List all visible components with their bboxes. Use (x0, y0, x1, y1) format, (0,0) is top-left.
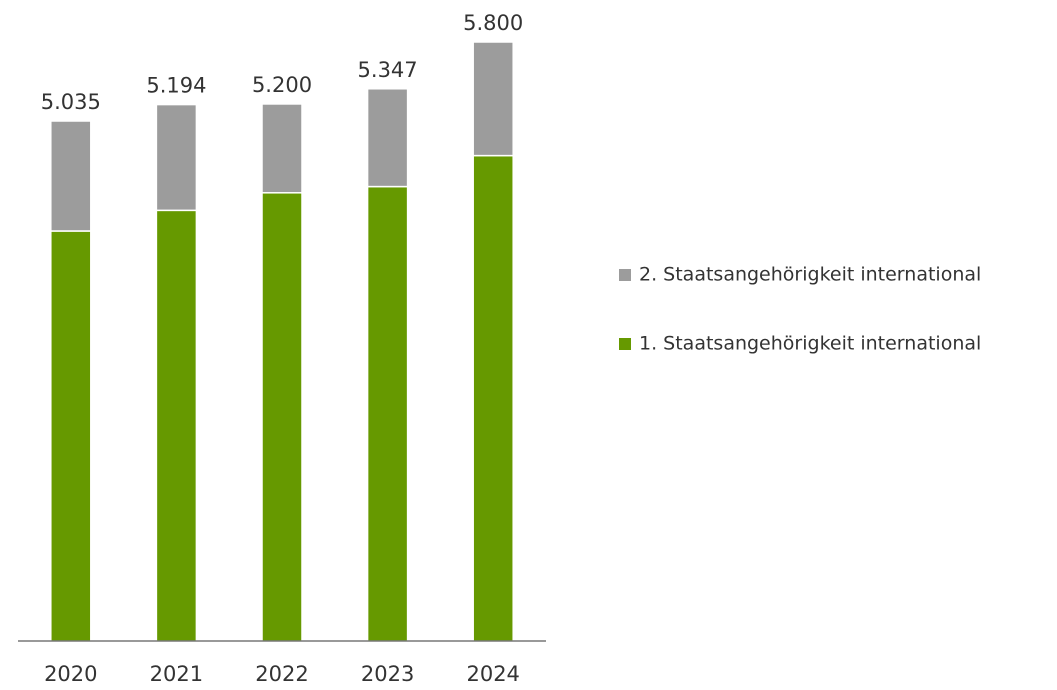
total-label: 5.800 (463, 11, 523, 35)
legend-swatch (619, 269, 631, 281)
legend-label: 2. Staatsangehörigkeit international (639, 264, 981, 286)
bar-segment (155, 209, 198, 642)
x-tick-label: 2021 (150, 662, 203, 686)
bar-segment (366, 185, 409, 642)
total-label: 5.347 (358, 58, 418, 82)
legend-swatch (619, 338, 631, 350)
bar-segment (261, 192, 303, 642)
bar-segment (261, 103, 303, 194)
total-label: 5.194 (146, 74, 206, 98)
x-tick-label: 2020 (44, 662, 97, 686)
x-tick-label: 2023 (361, 662, 414, 686)
bar-segment (472, 41, 514, 157)
legend-label: 1. Staatsangehörigkeit international (639, 333, 981, 355)
bar-segment (155, 103, 198, 212)
x-tick-label: 2024 (466, 662, 519, 686)
x-tick-label: 2022 (255, 662, 308, 686)
bar-segment (366, 88, 409, 188)
total-label: 5.035 (41, 90, 101, 114)
bar-segment (472, 154, 514, 642)
bar-segment (50, 230, 92, 642)
total-label: 5.200 (252, 73, 312, 97)
bar-segment (50, 120, 92, 232)
